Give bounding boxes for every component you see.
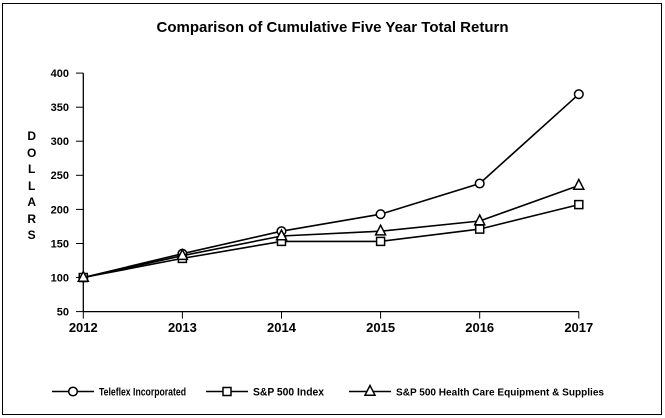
svg-text:2014: 2014 bbox=[267, 320, 297, 335]
svg-text:250: 250 bbox=[51, 170, 69, 182]
svg-text:50: 50 bbox=[57, 307, 69, 319]
svg-text:Teleflex Incorporated: Teleflex Incorporated bbox=[99, 386, 186, 398]
svg-text:2017: 2017 bbox=[564, 320, 593, 335]
svg-text:2016: 2016 bbox=[465, 320, 494, 335]
svg-text:150: 150 bbox=[51, 238, 69, 250]
svg-text:2013: 2013 bbox=[168, 320, 197, 335]
svg-text:2015: 2015 bbox=[366, 320, 395, 335]
svg-text:400: 400 bbox=[51, 68, 69, 80]
svg-text:S&P 500 Health Care Equipment: S&P 500 Health Care Equipment & Supplies bbox=[396, 388, 604, 399]
svg-text:2012: 2012 bbox=[69, 320, 98, 335]
svg-text:S&P 500 Index: S&P 500 Index bbox=[253, 386, 324, 398]
svg-text:200: 200 bbox=[51, 204, 69, 216]
svg-text:350: 350 bbox=[51, 102, 69, 114]
svg-text:300: 300 bbox=[51, 136, 69, 148]
svg-text:100: 100 bbox=[51, 272, 69, 284]
